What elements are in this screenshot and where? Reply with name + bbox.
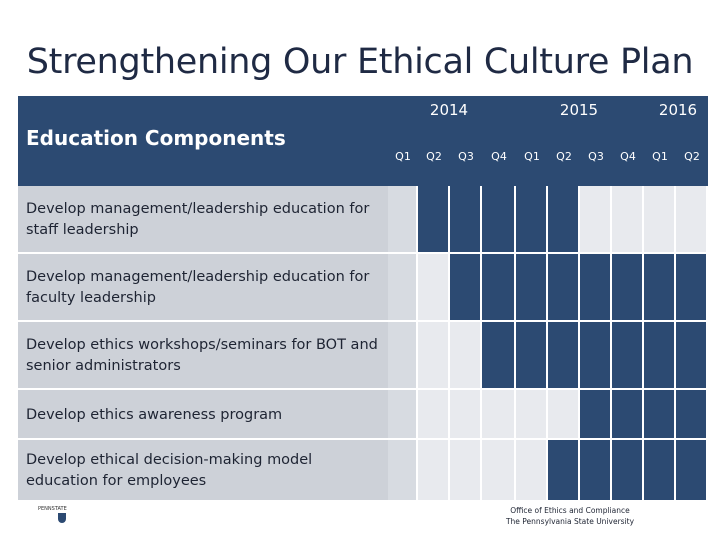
timeline-cell-active [644,322,676,390]
timeline-cell-empty [450,322,482,390]
timeline-cell-active [482,254,516,322]
quarter-header: Q4 [491,150,507,163]
timeline-cell-active [676,390,708,440]
timeline-cell-empty [482,440,516,502]
timeline-cell-active [612,322,644,390]
timeline-cell-active [676,440,708,502]
timeline-cell-active [516,322,548,390]
table-row: Develop management/leadership education … [18,186,388,254]
table-row: Develop ethics workshops/seminars for BO… [18,322,388,390]
row-label: Develop ethics awareness program [26,407,283,423]
row-label: Develop management/leadership education … [26,201,370,238]
row-label: Develop ethics workshops/seminars for BO… [26,337,378,374]
year-2015: 2015 [559,101,599,119]
timeline-cell-active [580,390,612,440]
table-row: Develop ethical decision-making model ed… [18,440,388,502]
timeline-cell-active [644,440,676,502]
timeline-cell-active [418,186,450,254]
timeline-cell-active [580,440,612,502]
timeline-cell-active [450,254,482,322]
timeline-cell-empty [482,390,516,440]
timeline-cell-active [612,390,644,440]
timeline-cell-empty [676,186,708,254]
table-row: Develop management/leadership education … [18,254,388,322]
office-name: Office of Ethics and Compliance [510,506,630,515]
pennstate-logo: PENNSTATE [38,506,67,512]
shield-icon [58,513,66,523]
timeline-cell-active [644,254,676,322]
timeline-cell-active [612,440,644,502]
timeline-cell-empty [388,322,418,390]
timeline-cell-active [548,322,580,390]
timeline-cell-active [516,186,548,254]
table-header [18,96,708,186]
quarter-header: Q3 [458,150,474,163]
timeline-cell-active [580,254,612,322]
timeline-cell-empty [450,390,482,440]
timeline-cell-active [482,322,516,390]
timeline-cell-active [612,254,644,322]
quarter-header: Q2 [426,150,442,163]
university-name: The Pennsylvania State University [505,517,635,526]
quarter-header: Q1 [652,150,668,163]
timeline-cell-empty [612,186,644,254]
timeline-cell-empty [388,186,418,254]
quarter-header: Q2 [556,150,572,163]
timeline-cell-empty [418,390,450,440]
timeline-cell-active [482,186,516,254]
timeline-cell-empty [580,186,612,254]
quarter-header: Q4 [620,150,636,163]
quarter-header: Q2 [684,150,700,163]
quarter-header: Q1 [524,150,540,163]
timeline-cell-empty [418,322,450,390]
timeline-cell-empty [644,186,676,254]
timeline-cell-empty [418,440,450,502]
timeline-cell-active [580,322,612,390]
row-label: Develop management/leadership education … [26,269,370,306]
quarter-header: Q3 [588,150,604,163]
timeline-cell-active [548,440,580,502]
year-2016: 2016 [658,101,698,119]
office-footer: Office of Ethics and Compliance The Penn… [470,505,670,527]
timeline-cell-empty [388,440,418,502]
row-label: Develop ethical decision-making model ed… [26,452,313,489]
timeline-cell-empty [516,440,548,502]
timeline-cell-empty [516,390,548,440]
page-title: Strengthening Our Ethical Culture Plan [26,42,694,82]
timeline-cell-empty [548,390,580,440]
timeline-cell-active [548,186,580,254]
timeline-cell-empty [450,440,482,502]
timeline-cell-active [450,186,482,254]
timeline-cell-empty [388,254,418,322]
timeline-cell-active [516,254,548,322]
timeline-cell-empty [388,390,418,440]
timeline-cell-empty [418,254,450,322]
year-2014: 2014 [429,101,469,119]
timeline-cell-active [548,254,580,322]
timeline-cell-active [676,322,708,390]
quarter-header: Q1 [395,150,411,163]
education-components-heading: Education Components [26,126,286,150]
timeline-cell-active [644,390,676,440]
timeline-cell-active [676,254,708,322]
table-row: Develop ethics awareness program [18,390,388,440]
